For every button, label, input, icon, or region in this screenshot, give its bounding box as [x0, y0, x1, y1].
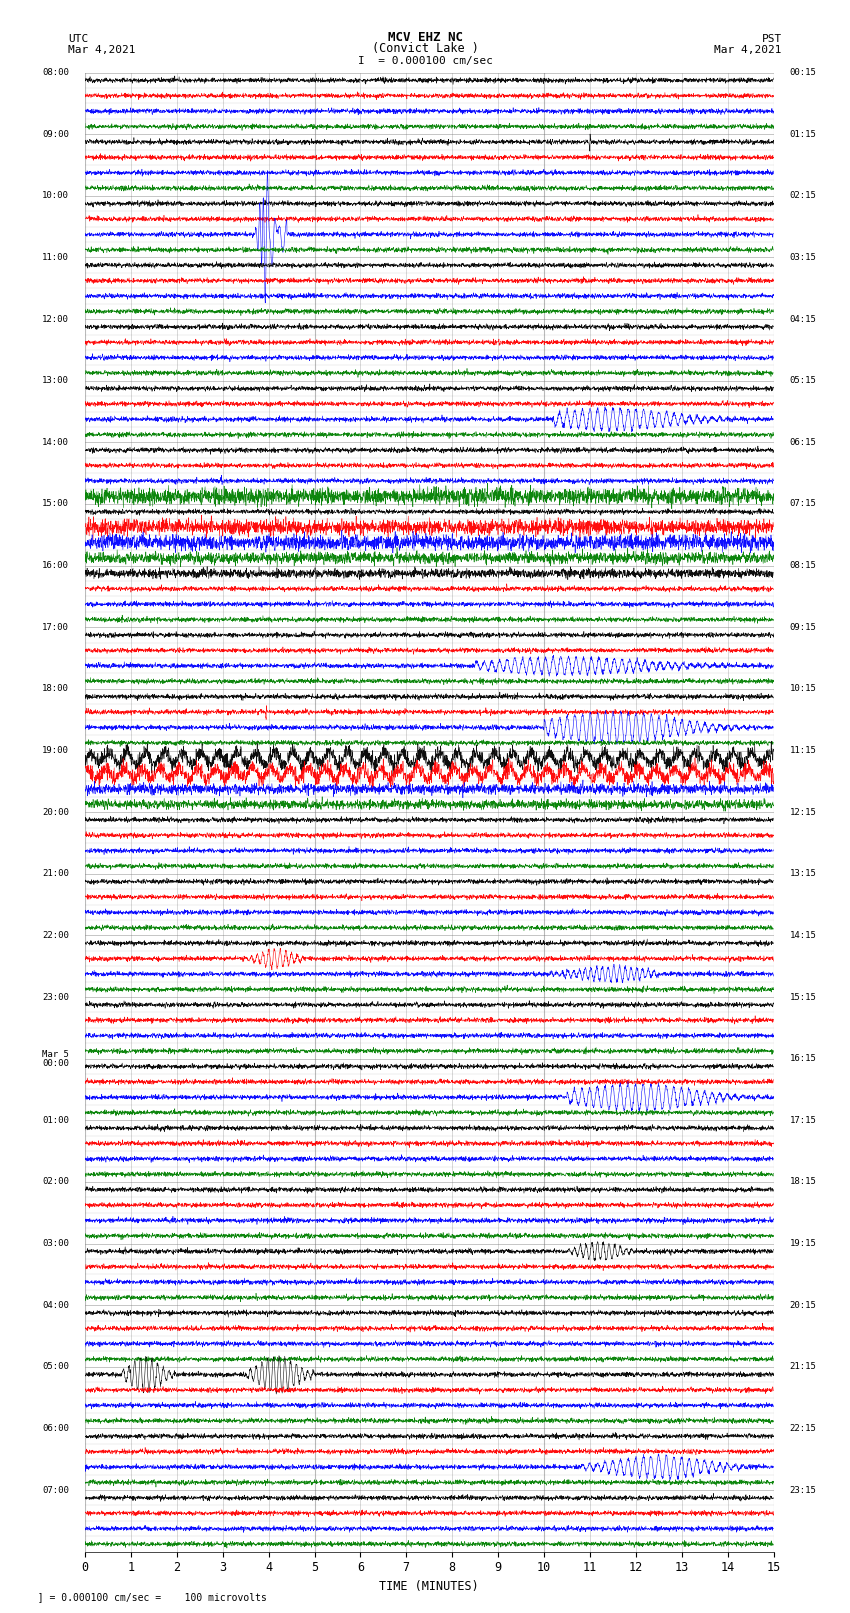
Text: 01:00: 01:00	[42, 1116, 69, 1124]
Text: 11:15: 11:15	[790, 747, 817, 755]
Text: 07:15: 07:15	[790, 500, 817, 508]
Text: 22:00: 22:00	[42, 931, 69, 940]
Text: 01:15: 01:15	[790, 129, 817, 139]
Text: I  = 0.000100 cm/sec: I = 0.000100 cm/sec	[358, 56, 492, 66]
Text: 09:00: 09:00	[42, 129, 69, 139]
Text: 00:00: 00:00	[42, 1058, 69, 1068]
Text: PST: PST	[762, 34, 782, 44]
Text: 22:15: 22:15	[790, 1424, 817, 1432]
Text: 13:15: 13:15	[790, 869, 817, 877]
Text: 20:00: 20:00	[42, 808, 69, 816]
Text: 23:15: 23:15	[790, 1486, 817, 1495]
Text: 04:15: 04:15	[790, 315, 817, 324]
Text: 13:00: 13:00	[42, 376, 69, 386]
Text: 00:15: 00:15	[790, 68, 817, 77]
Text: 09:15: 09:15	[790, 623, 817, 632]
Text: 16:15: 16:15	[790, 1055, 817, 1063]
Text: 14:15: 14:15	[790, 931, 817, 940]
Text: 04:00: 04:00	[42, 1300, 69, 1310]
Text: 07:00: 07:00	[42, 1486, 69, 1495]
Text: 18:00: 18:00	[42, 684, 69, 694]
Text: 08:00: 08:00	[42, 68, 69, 77]
Text: 12:00: 12:00	[42, 315, 69, 324]
Text: (Convict Lake ): (Convict Lake )	[371, 42, 479, 55]
Text: Mar 4,2021: Mar 4,2021	[715, 45, 782, 55]
Text: 03:15: 03:15	[790, 253, 817, 261]
Text: 14:00: 14:00	[42, 437, 69, 447]
X-axis label: TIME (MINUTES): TIME (MINUTES)	[379, 1581, 479, 1594]
Text: 21:15: 21:15	[790, 1363, 817, 1371]
Text: 03:00: 03:00	[42, 1239, 69, 1248]
Text: 23:00: 23:00	[42, 992, 69, 1002]
Text: 20:15: 20:15	[790, 1300, 817, 1310]
Text: 02:00: 02:00	[42, 1177, 69, 1187]
Text: 17:00: 17:00	[42, 623, 69, 632]
Text: 19:15: 19:15	[790, 1239, 817, 1248]
Text: 08:15: 08:15	[790, 561, 817, 569]
Text: Mar 4,2021: Mar 4,2021	[68, 45, 135, 55]
Text: 15:15: 15:15	[790, 992, 817, 1002]
Text: 21:00: 21:00	[42, 869, 69, 877]
Text: 15:00: 15:00	[42, 500, 69, 508]
Text: 18:15: 18:15	[790, 1177, 817, 1187]
Text: 10:15: 10:15	[790, 684, 817, 694]
Text: 05:00: 05:00	[42, 1363, 69, 1371]
Text: UTC: UTC	[68, 34, 88, 44]
Text: 10:00: 10:00	[42, 192, 69, 200]
Text: 06:15: 06:15	[790, 437, 817, 447]
Text: 11:00: 11:00	[42, 253, 69, 261]
Text: MCV EHZ NC: MCV EHZ NC	[388, 31, 462, 44]
Text: 02:15: 02:15	[790, 192, 817, 200]
Text: ] = 0.000100 cm/sec =    100 microvolts: ] = 0.000100 cm/sec = 100 microvolts	[26, 1592, 266, 1602]
Text: 12:15: 12:15	[790, 808, 817, 816]
Text: Mar 5: Mar 5	[42, 1050, 69, 1058]
Text: 05:15: 05:15	[790, 376, 817, 386]
Text: 16:00: 16:00	[42, 561, 69, 569]
Text: 17:15: 17:15	[790, 1116, 817, 1124]
Text: 06:00: 06:00	[42, 1424, 69, 1432]
Text: 19:00: 19:00	[42, 747, 69, 755]
